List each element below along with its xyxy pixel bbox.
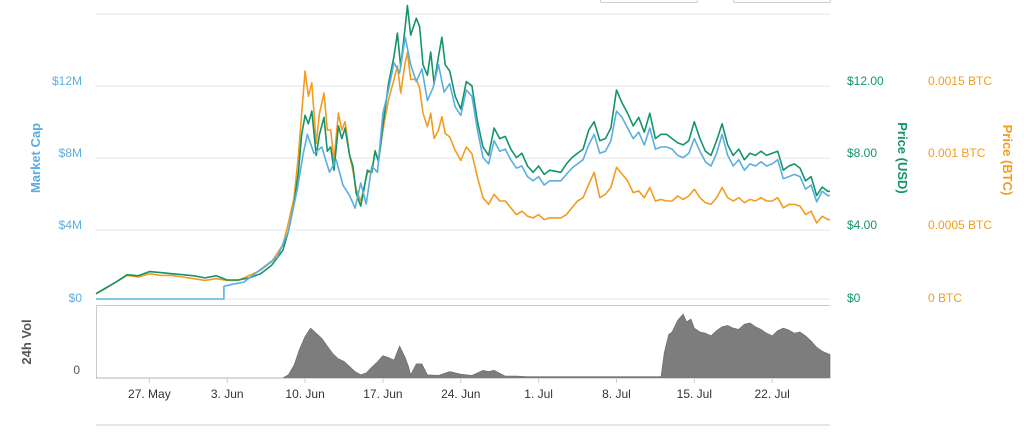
x-axis: 27. May 3. Jun 10. Jun 17. Jun 24. Jun 1. Jul… [128,378,790,401]
series-line-market-cap [96,36,830,300]
axis-title-market-cap: Market Cap [28,123,43,193]
tick-label-market-cap-0: $0 [69,291,83,305]
volume-axis: 24h Vol 0 [19,319,80,377]
tick-label-market-cap-4m: $4M [59,218,82,232]
x-tick-label: 8. Jul [602,387,631,401]
right-axis-price-usd: $12.00 $8.00 $4.00 $0 Price (USD) [847,74,910,305]
tick-label-market-cap-8m: $8M [59,146,82,160]
tick-label-volume-0: 0 [73,363,80,377]
x-tick-label: 24. Jun [441,387,480,401]
tick-label-usd-12: $12.00 [847,74,884,88]
series-line-price-btc [95,51,830,295]
left-axis-market-cap: $12M $8M $4M $0 Market Cap [28,74,82,305]
tick-label-usd-8: $8.00 [847,146,877,160]
x-tick-label: 22. Jul [754,387,789,401]
range-input-to[interactable] [733,0,831,3]
tick-label-market-cap-12m: $12M [52,74,82,88]
volume-area [96,313,831,379]
range-input-from[interactable] [600,0,698,3]
series-line-price-usd [95,4,830,295]
tick-label-btc-001: 0.001 BTC [928,146,986,160]
x-tick-label: 1. Jul [524,387,553,401]
x-tick-label: 27. May [128,387,171,401]
volume-panel [96,313,831,379]
x-tick-label: 3. Jun [211,387,244,401]
axis-title-price-usd: Price (USD) [895,122,910,194]
axis-title-price-btc: Price (BTC) [1000,125,1015,196]
price-series [95,4,830,300]
tick-label-btc-0: 0 BTC [928,291,962,305]
x-tick-label: 15. Jul [677,387,712,401]
axis-title-volume: 24h Vol [19,319,34,364]
tick-label-btc-00005: 0.0005 BTC [928,218,992,232]
x-tick-label: 10. Jun [285,387,324,401]
tick-label-usd-0: $0 [847,291,861,305]
right-axis-price-btc: 0.0015 BTC 0.001 BTC 0.0005 BTC 0 BTC Pr… [928,74,1015,305]
tick-label-btc-0015: 0.0015 BTC [928,74,992,88]
x-tick-label: 17. Jun [363,387,402,401]
tick-label-usd-4: $4.00 [847,218,877,232]
